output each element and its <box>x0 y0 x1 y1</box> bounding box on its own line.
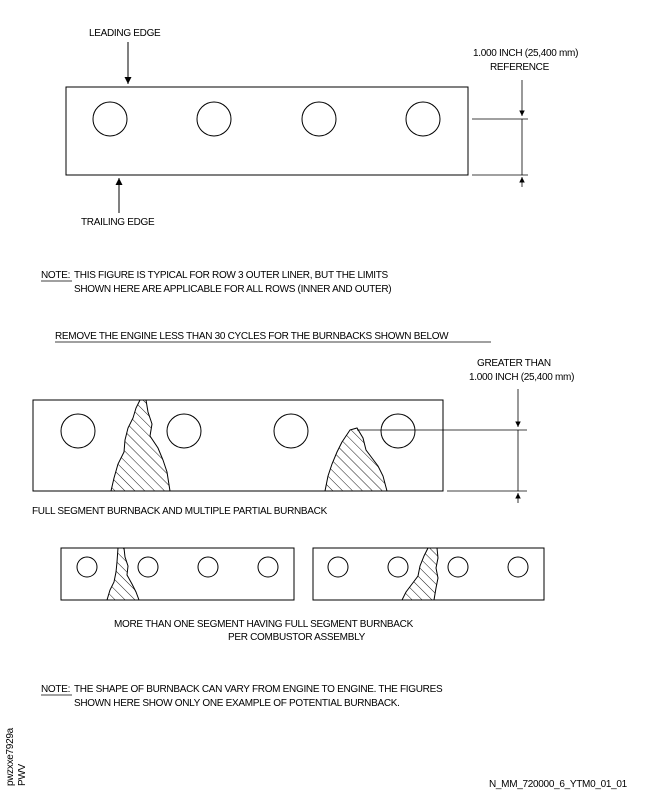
note-2-label: NOTE: <box>41 684 70 695</box>
cooling-hole <box>405 101 441 137</box>
figure-3-caption-line-2: PER COMBUSTOR ASSEMBLY <box>228 632 366 643</box>
figure-2-caption: FULL SEGMENT BURNBACK AND MULTIPLE PARTI… <box>32 506 328 517</box>
cooling-hole <box>257 556 279 578</box>
figure-id: N_MM_720000_6_YTM0_01_01 <box>489 779 628 790</box>
cooling-hole <box>196 101 232 137</box>
partial-burnback <box>324 427 388 492</box>
cooling-hole <box>380 413 416 449</box>
cooling-hole <box>507 556 529 578</box>
liner-segment-full-burnback <box>32 399 444 492</box>
note-1-label: NOTE: <box>41 270 70 281</box>
greater-than-label: GREATER THAN <box>477 358 551 369</box>
side-code-line-2: PWV <box>17 763 28 786</box>
cooling-hole <box>76 556 98 578</box>
liner-segment-left <box>60 547 295 601</box>
note-2-line-1: THE SHAPE OF BURNBACK CAN VARY FROM ENGI… <box>74 684 443 695</box>
cooling-hole <box>137 556 159 578</box>
full-segment-burnback-right <box>401 547 439 601</box>
greater-than-dimension-text: 1.000 INCH (25,400 mm) <box>469 372 574 383</box>
cooling-hole <box>92 101 128 137</box>
trailing-edge-label: TRAILING EDGE <box>81 217 155 228</box>
cooling-hole <box>301 101 337 137</box>
cooling-hole <box>166 413 202 449</box>
cooling-hole <box>273 413 309 449</box>
reference-label: REFERENCE <box>490 62 550 73</box>
cooling-hole <box>327 556 349 578</box>
cooling-hole <box>197 556 219 578</box>
cooling-hole <box>447 556 469 578</box>
note-2-line-2: SHOWN HERE SHOW ONLY ONE EXAMPLE OF POTE… <box>74 698 400 709</box>
full-segment-burnback <box>110 399 171 492</box>
removal-instruction: REMOVE THE ENGINE LESS THAN 30 CYCLES FO… <box>55 331 449 342</box>
full-segment-burnback-left <box>106 547 140 601</box>
reference-dimension-text: 1.000 INCH (25,400 mm) <box>473 48 578 59</box>
figure-3-caption-line-1: MORE THAN ONE SEGMENT HAVING FULL SEGMEN… <box>114 619 414 630</box>
note-1-line-1: THIS FIGURE IS TYPICAL FOR ROW 3 OUTER L… <box>74 270 389 281</box>
side-code-line-1: pwzxxe7929a <box>5 727 16 786</box>
cooling-hole <box>60 413 96 449</box>
leading-edge-label: LEADING EDGE <box>89 28 161 39</box>
note-1-line-2: SHOWN HERE ARE APPLICABLE FOR ALL ROWS (… <box>74 284 391 295</box>
cooling-hole <box>387 556 409 578</box>
liner-segment-reference <box>65 86 469 176</box>
